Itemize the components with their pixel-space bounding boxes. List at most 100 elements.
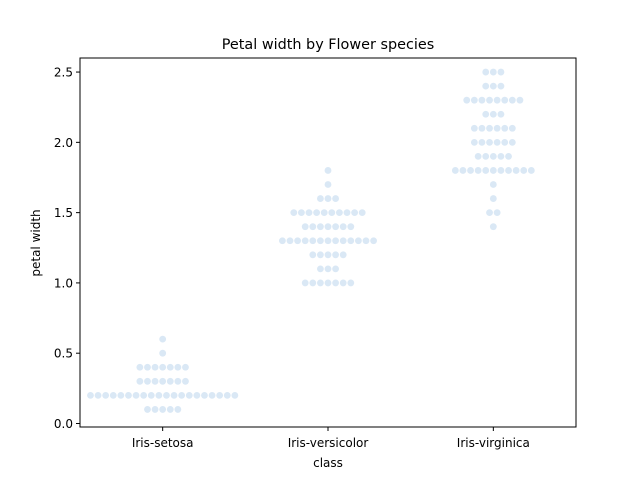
data-point [486,124,493,132]
data-point [305,209,313,217]
data-point [317,251,324,259]
data-point [501,124,509,132]
data-point [159,335,167,343]
data-point [109,391,117,399]
data-point [163,391,170,399]
data-point [317,279,324,287]
data-point [301,223,309,231]
data-point [182,363,189,371]
data-point [512,167,520,174]
data-point [117,391,125,399]
data-point [527,167,535,174]
y-axis-label: petal width [29,209,43,276]
data-point [216,391,224,399]
data-point [320,209,328,217]
data-point [489,167,497,174]
data-point [489,181,497,188]
data-point [489,82,497,90]
data-point [151,377,159,385]
data-point [470,124,478,132]
data-point [478,96,486,104]
data-point [463,96,471,104]
data-point [489,195,497,202]
data-point [451,167,459,174]
data-point [482,68,490,76]
data-point [317,237,324,245]
data-point [324,195,332,202]
data-point [144,406,151,413]
data-point [279,237,286,245]
data-point [482,110,490,118]
data-point [317,223,324,231]
data-point [166,363,174,371]
data-point [136,363,144,371]
data-point [147,391,155,399]
data-point [313,209,320,217]
x-tick-label: Iris-setosa [132,436,194,450]
data-point [290,209,298,217]
data-point [309,279,317,287]
data-point [298,209,305,217]
data-point [467,167,474,174]
x-axis-label: class [313,456,343,470]
data-point [94,391,102,399]
data-point [347,237,355,245]
data-point [332,195,339,202]
data-points [87,68,535,413]
data-point [332,251,339,259]
data-point [336,209,343,217]
y-tick-label: 1.5 [54,206,73,220]
data-point [208,391,216,399]
data-point [324,265,332,273]
data-point [155,391,163,399]
data-point [482,82,490,90]
data-point [144,377,151,385]
data-point [497,153,505,160]
data-point [493,124,501,132]
data-point [332,279,339,287]
data-point [351,209,358,217]
data-point [166,406,174,413]
data-point [87,391,94,399]
y-tick-label: 0.0 [54,417,73,431]
data-point [185,391,193,399]
data-point [174,377,182,385]
data-point [324,237,332,245]
data-point [294,237,301,245]
data-point [508,138,516,146]
data-point [151,406,159,413]
data-point [174,363,182,371]
data-point [182,377,189,385]
data-point [301,237,309,245]
data-point [478,138,486,146]
data-point [474,153,482,160]
data-point [309,251,317,259]
data-point [362,237,370,245]
data-point [301,279,309,287]
data-point [286,237,294,245]
data-point [102,391,110,399]
data-point [231,391,239,399]
data-point [339,279,347,287]
data-point [324,279,332,287]
data-point [317,195,324,202]
data-point [132,391,140,399]
y-tick-label: 1.0 [54,276,73,290]
data-point [223,391,231,399]
data-point [347,223,355,231]
data-point [317,265,324,273]
data-point [201,391,208,399]
data-point [489,223,497,231]
data-point [370,237,377,245]
data-point [486,96,493,104]
data-point [505,153,512,160]
data-point [474,167,482,174]
data-point [478,124,486,132]
y-tick-label: 2.5 [54,66,73,80]
data-point [332,265,339,273]
data-point [470,96,478,104]
data-point [489,110,497,118]
data-point [151,363,159,371]
data-point [178,391,186,399]
data-point [324,181,332,188]
